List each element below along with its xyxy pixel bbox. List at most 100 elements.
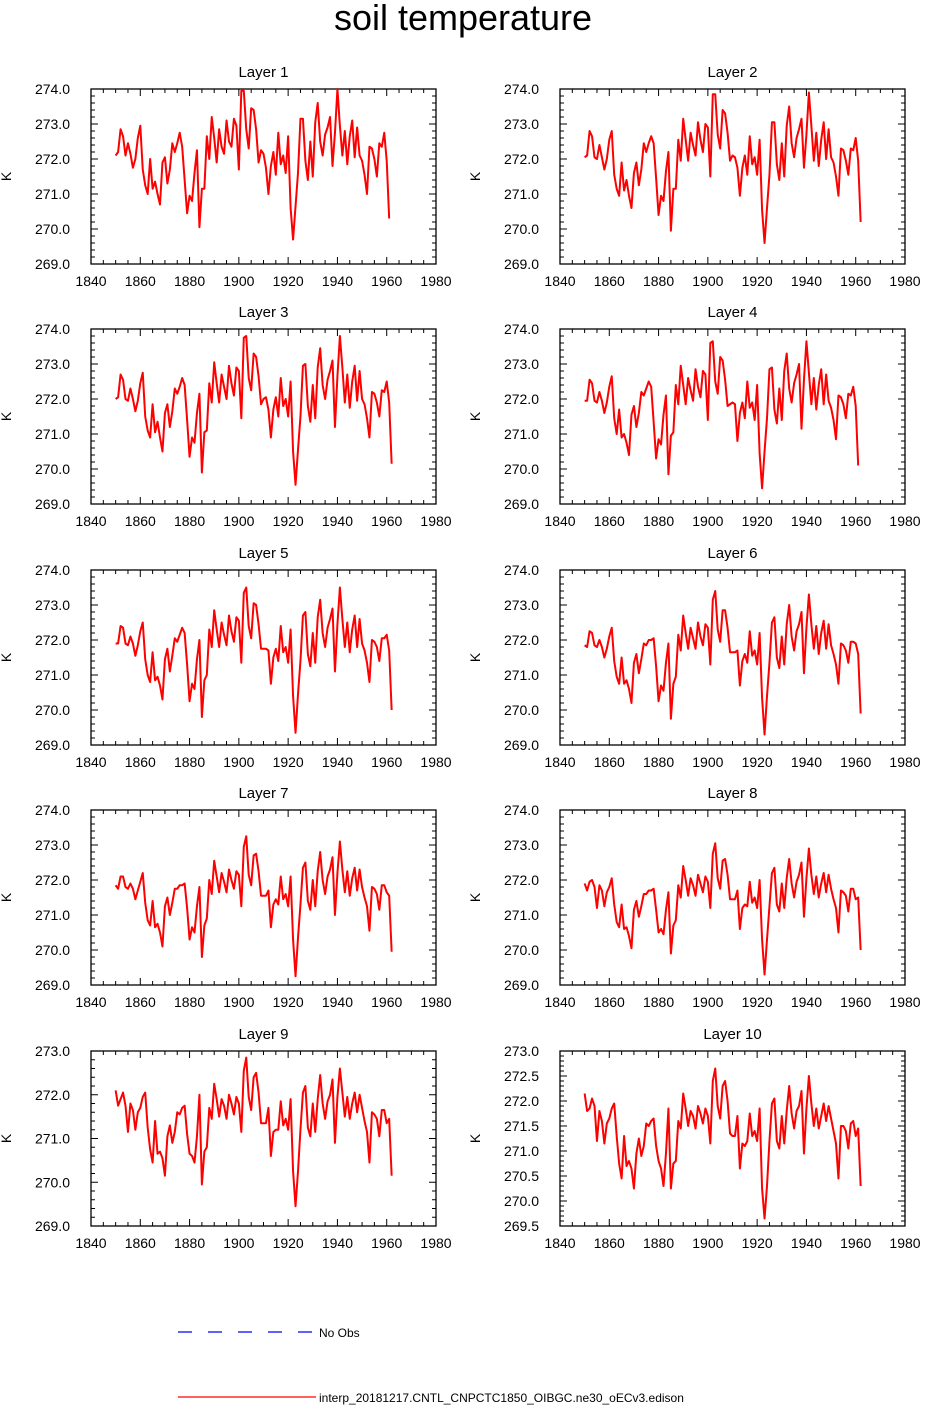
x-tick-label: 1940 <box>322 273 353 289</box>
panel-title: Layer 5 <box>238 545 288 562</box>
panel-title: Layer 3 <box>238 304 288 321</box>
y-tick-label: 274.0 <box>35 81 70 97</box>
panel-title: Layer 6 <box>707 545 757 562</box>
x-tick-label: 1840 <box>544 994 575 1010</box>
x-tick-label: 1980 <box>420 754 451 770</box>
x-tick-label: 1920 <box>273 513 304 529</box>
x-tick-label: 1980 <box>420 273 451 289</box>
x-tick-label: 1860 <box>125 513 156 529</box>
x-tick-label: 1960 <box>840 994 871 1010</box>
x-tick-label: 1860 <box>594 1235 625 1251</box>
y-tick-label: 269.0 <box>504 737 539 753</box>
x-tick-label: 1980 <box>889 273 920 289</box>
y-tick-label: 272.0 <box>35 391 70 407</box>
x-tick-label: 1940 <box>322 1235 353 1251</box>
y-tick-label: 273.0 <box>35 116 70 132</box>
x-tick-label: 1880 <box>174 994 205 1010</box>
y-axis-label: K <box>467 1133 483 1143</box>
y-axis-label: K <box>467 892 483 902</box>
x-tick-label: 1960 <box>371 513 402 529</box>
y-tick-label: 272.0 <box>504 1093 539 1109</box>
x-tick-label: 1980 <box>889 513 920 529</box>
x-tick-label: 1920 <box>273 1235 304 1251</box>
y-tick-label: 269.0 <box>35 737 70 753</box>
x-tick-label: 1920 <box>742 754 773 770</box>
chart-panel-4: Layer 4 1840 1860 1880 1900 1920 1940 1960 1980 2… <box>467 304 921 529</box>
y-tick-label: 272.0 <box>35 151 70 167</box>
series-line-1 <box>114 88 391 241</box>
x-tick-label: 1900 <box>692 754 723 770</box>
y-tick-label: 274.0 <box>35 321 70 337</box>
x-tick-label: 1860 <box>594 994 625 1010</box>
x-tick-label: 1940 <box>322 994 353 1010</box>
y-tick-label: 271.0 <box>35 186 70 202</box>
y-tick-label: 271.5 <box>504 1118 539 1134</box>
x-tick-label: 1920 <box>273 994 304 1010</box>
y-tick-label: 271.0 <box>35 667 70 683</box>
x-tick-label: 1940 <box>322 513 353 529</box>
x-tick-label: 1940 <box>791 994 822 1010</box>
chart-panel-6: Layer 6 1840 1860 1880 1900 1920 1940 1960 1980 2… <box>467 545 921 770</box>
y-tick-label: 270.0 <box>504 1193 539 1209</box>
x-tick-label: 1880 <box>643 754 674 770</box>
x-tick-label: 1840 <box>75 1235 106 1251</box>
x-tick-label: 1980 <box>889 1235 920 1251</box>
x-tick-label: 1860 <box>125 754 156 770</box>
x-tick-label: 1960 <box>371 273 402 289</box>
y-tick-label: 272.0 <box>504 872 539 888</box>
y-tick-label: 273.0 <box>504 837 539 853</box>
y-tick-label: 269.0 <box>35 256 70 272</box>
series-line-1 <box>115 586 393 734</box>
x-tick-label: 1860 <box>125 273 156 289</box>
chart-panel-1: Layer 1 1840 1860 1880 1900 1920 1940 1960 1980 2… <box>0 64 452 289</box>
x-tick-label: 1960 <box>371 1235 402 1251</box>
y-tick-label: 269.0 <box>504 256 539 272</box>
x-tick-label: 1840 <box>75 513 106 529</box>
y-tick-label: 270.0 <box>35 221 70 237</box>
chart-panel-10: Layer 10 1840 1860 1880 1900 1920 1940 1960 1980… <box>467 1026 921 1251</box>
y-tick-label: 274.0 <box>504 81 539 97</box>
page-title: soil temperature <box>333 0 593 38</box>
chart-panel-5: Layer 5 1840 1860 1880 1900 1920 1940 1960 1980 2… <box>0 545 452 770</box>
series-line-1 <box>114 1056 393 1208</box>
y-tick-label: 273.0 <box>35 356 70 372</box>
y-tick-label: 269.0 <box>504 496 539 512</box>
panel-title: Layer 9 <box>238 1026 288 1043</box>
series-line-1 <box>583 842 862 976</box>
x-tick-label: 1860 <box>125 1235 156 1251</box>
y-tick-label: 273.0 <box>35 837 70 853</box>
series-line-1 <box>584 340 860 490</box>
y-tick-label: 270.0 <box>35 461 70 477</box>
x-tick-label: 1960 <box>840 273 871 289</box>
y-tick-label: 274.0 <box>35 562 70 578</box>
x-tick-label: 1980 <box>889 754 920 770</box>
series-line-1 <box>114 835 393 978</box>
y-tick-label: 271.0 <box>35 907 70 923</box>
x-tick-label: 1900 <box>223 994 254 1010</box>
y-tick-label: 274.0 <box>504 321 539 337</box>
x-tick-label: 1940 <box>791 273 822 289</box>
x-tick-label: 1880 <box>643 1235 674 1251</box>
y-axis-label: K <box>0 171 14 181</box>
y-tick-label: 271.0 <box>504 426 539 442</box>
x-tick-label: 1920 <box>742 513 773 529</box>
y-tick-label: 271.0 <box>35 426 70 442</box>
x-tick-label: 1960 <box>840 1235 871 1251</box>
panel-title: Layer 7 <box>238 785 288 802</box>
y-tick-label: 270.0 <box>35 702 70 718</box>
y-tick-label: 273.0 <box>504 356 539 372</box>
x-tick-label: 1840 <box>544 273 575 289</box>
x-tick-label: 1940 <box>322 754 353 770</box>
panel-title: Layer 1 <box>238 64 288 81</box>
y-tick-label: 270.0 <box>504 942 539 958</box>
y-tick-label: 272.0 <box>35 1087 70 1103</box>
x-tick-label: 1900 <box>692 273 723 289</box>
x-tick-label: 1860 <box>594 513 625 529</box>
x-tick-label: 1900 <box>692 513 723 529</box>
x-tick-label: 1900 <box>223 754 254 770</box>
legend-model-label: interp_20181217.CNTL_CNPCTC1850_OIBGC.ne… <box>319 1391 684 1405</box>
chart-panel-8: Layer 8 1840 1860 1880 1900 1920 1940 1960 1980 2… <box>467 785 921 1010</box>
chart-panel-3: Layer 3 1840 1860 1880 1900 1920 1940 1960 1980 2… <box>0 304 452 529</box>
